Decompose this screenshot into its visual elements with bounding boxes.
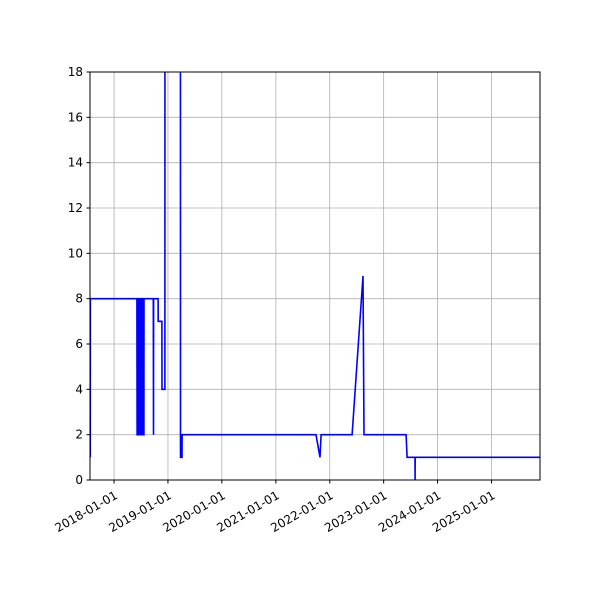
y-tick-label: 16 (68, 110, 83, 124)
y-tick-label: 2 (75, 428, 83, 442)
y-axis: 0 2 4 6 8 10 12 14 16 18 (68, 65, 90, 487)
plot-frame (89, 71, 541, 481)
y-tick-label: 0 (75, 473, 83, 487)
y-tick-label: 8 (75, 292, 83, 306)
grid (90, 71, 540, 481)
y-tick-label: 10 (68, 246, 83, 260)
y-tick-label: 4 (75, 382, 83, 396)
y-tick-label: 6 (75, 337, 83, 351)
y-tick-label: 14 (68, 156, 83, 170)
x-axis: 2018-01-012019-01-012020-01-012021-01-01… (53, 480, 497, 535)
y-tick-label: 12 (68, 201, 83, 215)
series-line (90, 72, 540, 480)
y-tick-label: 18 (68, 65, 83, 79)
